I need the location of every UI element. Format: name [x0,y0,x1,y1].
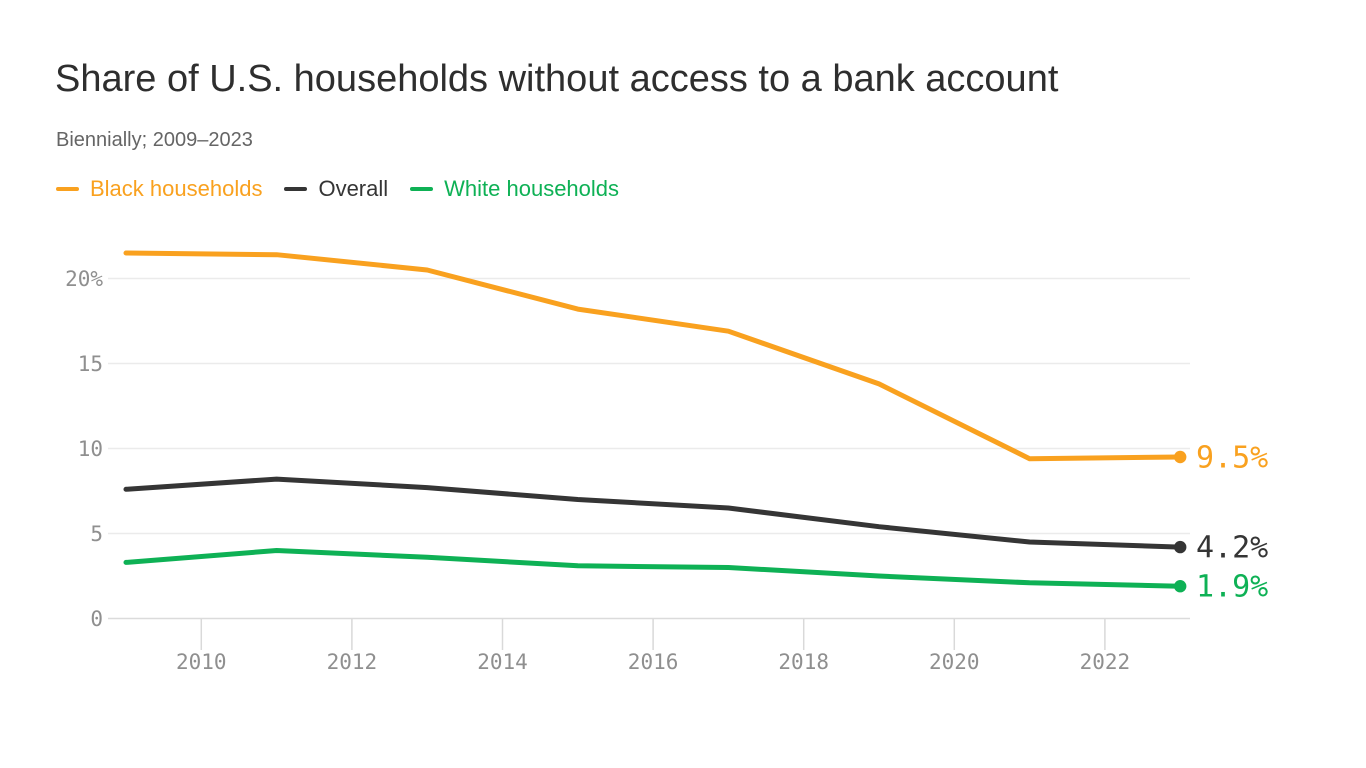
x-axis-label-2022: 2022 [1080,650,1131,674]
legend-dash-icon [56,187,79,191]
legend-label: Black households [90,176,263,201]
x-axis-label-2014: 2014 [477,650,528,674]
x-axis-label-2012: 2012 [327,650,378,674]
chart-subtitle: Biennially; 2009–2023 [56,129,253,151]
series-end-dot-overall [1174,540,1187,554]
y-axis-label-5: 5 [90,522,103,546]
x-axis-label-2020: 2020 [929,650,980,674]
legend-item-black-households: Black households [56,176,262,202]
series-end-label-overall: 4.2% [1196,531,1268,566]
series-end-label-black-households: 9.5% [1196,441,1268,476]
x-axis-label-2010: 2010 [176,650,227,674]
series-line-overall [123,476,1183,550]
series-end-dot-white-households [1174,580,1187,593]
legend-dash-icon [410,187,434,191]
legend-label: White households [444,176,620,201]
series-end-label-white-households: 1.9% [1196,570,1268,605]
series-end-dot-black-households [1174,450,1187,464]
y-axis-label-15: 15 [78,352,103,376]
chart-legend: Black households Overall White households [56,176,641,202]
y-axis-label-20: 20% [65,267,103,291]
legend-label: Overall [318,176,389,201]
page-title: Share of U.S. households without access … [55,58,1059,100]
legend-item-overall: Overall [284,176,388,202]
x-axis-label-2016: 2016 [628,650,679,674]
y-axis-label-0: 0 [90,607,103,631]
legend-item-white-households: White households [410,176,619,202]
x-axis-label-2018: 2018 [778,650,829,674]
series-line-black-households [123,250,1183,462]
legend-dash-icon [284,187,308,191]
series-line-white-households [123,548,1183,589]
y-axis-label-10: 10 [78,437,103,461]
